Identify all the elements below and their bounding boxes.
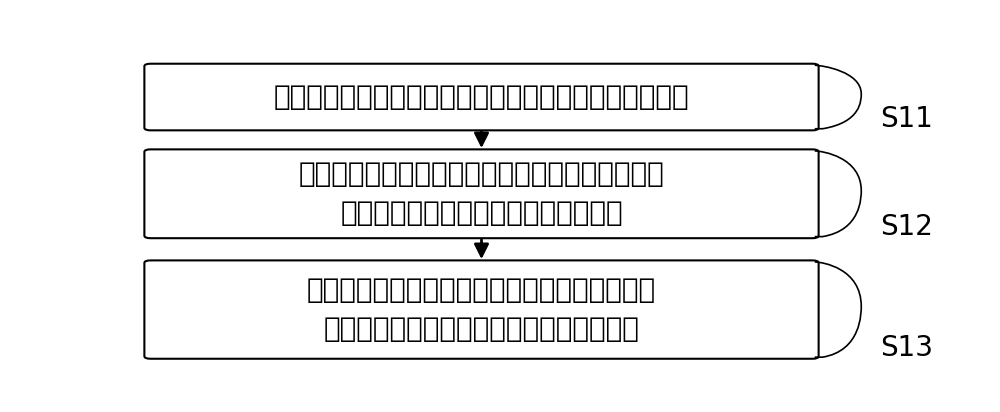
Text: S13: S13: [881, 334, 934, 362]
FancyBboxPatch shape: [144, 260, 819, 359]
Text: 通过所述计算机将所述分析结果为参照标准预设
所述调节组件控制律，得到所述预设控制律: 通过所述计算机将所述分析结果为参照标准预设 所述调节组件控制律，得到所述预设控制…: [307, 276, 656, 343]
FancyBboxPatch shape: [144, 150, 819, 238]
FancyBboxPatch shape: [144, 64, 819, 130]
Text: S11: S11: [881, 105, 934, 133]
Text: 通过所述计算机将所述数字数据和发动机压气机的
静增压比进行对比分析，得到分析结果: 通过所述计算机将所述数字数据和发动机压气机的 静增压比进行对比分析，得到分析结果: [299, 160, 664, 227]
Text: 通过所述计算机非线性处理大气压力数据，得到数字数据: 通过所述计算机非线性处理大气压力数据，得到数字数据: [274, 83, 689, 111]
Text: S12: S12: [881, 213, 934, 241]
